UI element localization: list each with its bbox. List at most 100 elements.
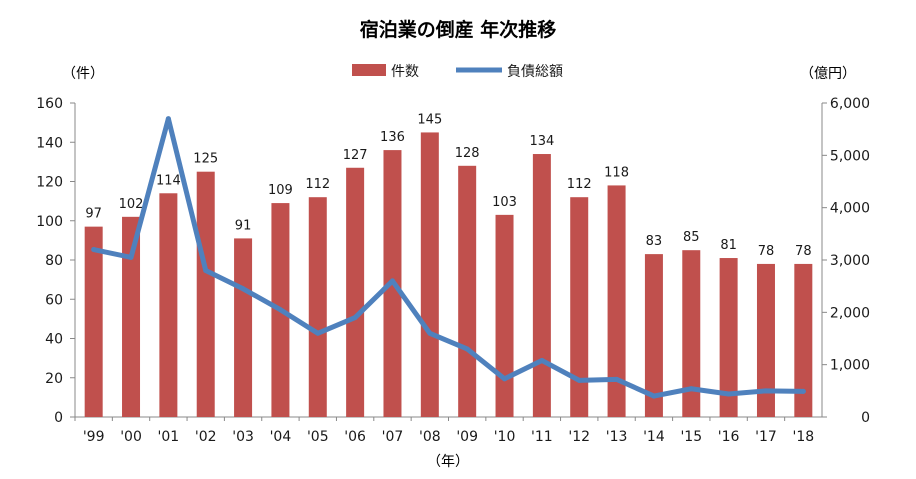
- debt-point: [763, 388, 769, 394]
- debt-point: [165, 116, 171, 122]
- right-tick-label: 6,000: [830, 96, 870, 112]
- left-tick-label: 120: [36, 175, 63, 191]
- right-axis-unit: （億円）: [800, 66, 856, 82]
- left-tick-label: 60: [45, 292, 63, 308]
- bar: [607, 185, 626, 417]
- legend-label-count: 件数: [391, 64, 419, 80]
- x-tick-label: '00: [120, 429, 142, 445]
- bar-value-label: 102: [119, 197, 144, 212]
- bar-value-label: 83: [646, 234, 663, 249]
- debt-point: [576, 377, 582, 383]
- bar-value-label: 78: [795, 244, 812, 259]
- bar-value-label: 134: [529, 134, 554, 149]
- right-tick-label: 0: [861, 410, 870, 426]
- x-tick-label: '08: [419, 429, 441, 445]
- bar: [234, 238, 253, 417]
- left-tick-label: 100: [36, 214, 63, 230]
- x-tick-label: '12: [568, 429, 590, 445]
- bar: [532, 154, 551, 417]
- left-tick-label: 80: [45, 253, 63, 269]
- bar-value-label: 112: [567, 177, 592, 192]
- bar-value-label: 136: [380, 130, 405, 145]
- bar-value-label: 125: [193, 152, 218, 167]
- bar-value-label: 81: [720, 238, 737, 253]
- x-tick-label: '07: [382, 429, 404, 445]
- bar: [420, 132, 439, 417]
- debt-point: [277, 307, 283, 313]
- plot-area: 0 20 40 60 80 100 120 140 160 0 1,000 2,000 3,000 4,0…: [36, 96, 870, 445]
- bar: [159, 193, 178, 417]
- bar: [346, 167, 365, 417]
- bar: [84, 226, 103, 417]
- bar: [756, 263, 775, 417]
- bar-value-label: 145: [417, 112, 442, 127]
- x-axis-label: （年）: [427, 454, 469, 470]
- bar: [570, 197, 589, 417]
- debt-point: [315, 330, 321, 336]
- bar: [196, 171, 215, 417]
- x-tick-label: '03: [232, 429, 254, 445]
- bar: [719, 258, 738, 417]
- debt-point: [91, 247, 97, 253]
- right-tick-label: 1,000: [830, 358, 870, 374]
- legend: 件数 負債総額: [352, 64, 563, 80]
- debt-point: [726, 391, 732, 397]
- x-tick-label: '14: [643, 429, 665, 445]
- debt-point: [651, 393, 657, 399]
- debt-point: [203, 267, 209, 273]
- bar: [122, 216, 141, 417]
- legend-swatch-count: [352, 64, 386, 76]
- x-tick-label: '02: [195, 429, 217, 445]
- x-tick-label: '11: [531, 429, 553, 445]
- debt-point: [614, 376, 620, 382]
- bar-value-label: 112: [305, 177, 330, 192]
- x-tick-label: '17: [755, 429, 777, 445]
- bar-value-label: 97: [85, 207, 102, 222]
- x-tick-label: '06: [344, 429, 366, 445]
- bar: [458, 165, 477, 417]
- x-tick-label: '99: [83, 429, 105, 445]
- debt-point: [688, 386, 694, 392]
- right-tick-label: 3,000: [830, 253, 870, 269]
- right-tick-label: 5,000: [830, 148, 870, 164]
- left-tick-label: 140: [36, 135, 63, 151]
- bar: [308, 197, 327, 417]
- bar-value-label: 103: [492, 195, 517, 210]
- left-axis-unit: （件）: [62, 66, 104, 82]
- bar-value-label: 78: [758, 244, 775, 259]
- right-tick-label: 4,000: [830, 201, 870, 217]
- x-tick-label: '10: [494, 429, 516, 445]
- x-tick-label: '16: [718, 429, 740, 445]
- bar: [495, 214, 514, 417]
- bar-value-label: 128: [455, 146, 480, 161]
- debt-point: [128, 254, 134, 260]
- debt-point: [502, 376, 508, 382]
- debt-point: [800, 388, 806, 394]
- chart-title: 宿泊業の倒産 年次推移: [360, 18, 557, 41]
- x-tick-label: '04: [270, 429, 292, 445]
- debt-point: [427, 330, 433, 336]
- bar-value-label: 109: [268, 183, 293, 198]
- debt-point: [352, 315, 358, 321]
- bar: [682, 250, 701, 417]
- right-tick-label: 2,000: [830, 305, 870, 321]
- left-tick-label: 20: [45, 371, 63, 387]
- bar-value-label: 91: [235, 218, 252, 233]
- bar-value-label: 85: [683, 230, 700, 245]
- left-tick-label: 40: [45, 332, 63, 348]
- x-tick-label: '13: [606, 429, 628, 445]
- debt-point: [539, 357, 545, 363]
- x-tick-label: '15: [680, 429, 702, 445]
- left-tick-label: 160: [36, 96, 63, 112]
- legend-label-debt: 負債総額: [507, 64, 563, 80]
- left-tick-label: 0: [54, 410, 63, 426]
- debt-point: [389, 278, 395, 284]
- bar-value-label: 118: [604, 165, 629, 180]
- x-tick-label: '01: [158, 429, 180, 445]
- x-tick-label: '05: [307, 429, 329, 445]
- debt-point: [240, 286, 246, 292]
- x-tick-label: '09: [456, 429, 478, 445]
- bar-value-label: 127: [343, 148, 368, 163]
